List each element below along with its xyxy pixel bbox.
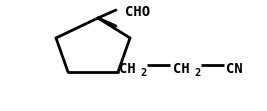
Text: CH: CH (173, 62, 190, 76)
Text: CHO: CHO (125, 5, 150, 19)
Text: CN: CN (226, 62, 243, 76)
Text: 2: 2 (194, 68, 200, 78)
Text: CH: CH (119, 62, 136, 76)
Text: 2: 2 (140, 68, 146, 78)
